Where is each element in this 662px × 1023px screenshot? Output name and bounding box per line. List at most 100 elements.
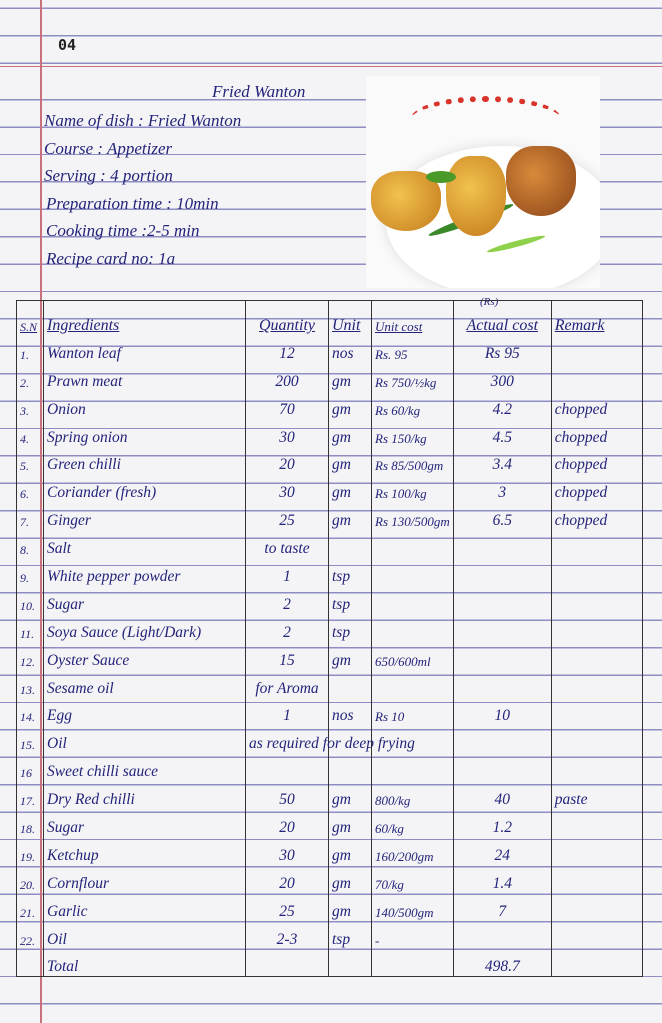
cell-sn: 13. xyxy=(16,669,44,698)
table-row: 21. Garlic 25 gm 140/500gm 7 xyxy=(16,892,643,921)
cell-unit-cost: Rs 10 xyxy=(371,697,454,726)
cell-ingredient: Prawn meat xyxy=(43,362,246,391)
cell-sn: 3. xyxy=(16,390,44,419)
cell-remark xyxy=(550,948,643,978)
cell-ingredient: Coriander (fresh) xyxy=(43,474,246,503)
cell-ingredient: Total xyxy=(43,948,246,978)
cell-quantity: 20 xyxy=(245,864,329,893)
cell-ingredient: Dry Red chilli xyxy=(43,781,246,810)
cell-remark xyxy=(550,920,643,949)
cell-actual-cost: 1.2 xyxy=(452,809,552,838)
cell-unit-cost xyxy=(371,558,454,587)
cell-remark: chopped xyxy=(550,502,643,531)
cell-ingredient: Sugar xyxy=(43,586,246,614)
total-row: Total 498.7 xyxy=(16,948,643,978)
cell-unit: gm xyxy=(328,418,372,447)
cell-unit: gm xyxy=(328,502,372,531)
cell-quantity: 50 xyxy=(245,781,329,810)
cell-sn: 4. xyxy=(16,418,44,447)
cell-quantity: 1 xyxy=(245,697,329,726)
header-unit: Unit xyxy=(328,300,372,335)
cell-unit xyxy=(328,669,372,698)
cell-quantity: 12 xyxy=(245,335,329,363)
cell-ingredient: Oyster Sauce xyxy=(43,641,246,670)
cell-actual-cost: 40 xyxy=(452,781,552,810)
sauce-drizzle xyxy=(411,96,561,142)
cell-unit-cost: Rs 85/500gm xyxy=(371,446,454,475)
table-row: 16 Sweet chilli sauce xyxy=(16,753,643,782)
cell-remark: chopped xyxy=(550,418,643,447)
page-number: 04 xyxy=(58,36,77,54)
cell-unit: gm xyxy=(328,864,372,893)
cell-unit: tsp xyxy=(328,613,372,642)
cell-actual-cost: 1.4 xyxy=(452,864,552,893)
table-row: 8. Salt to taste xyxy=(16,530,643,559)
cell-unit-cost xyxy=(371,669,454,698)
detail-prep-time: Preparation time : 10min xyxy=(46,194,219,213)
cell-remark: chopped xyxy=(550,446,643,475)
cell-unit-cost: Rs 130/500gm xyxy=(371,502,454,531)
cell-quantity: as required for deep frying xyxy=(245,725,415,754)
cell-unit-cost: Rs 60/kg xyxy=(371,390,454,419)
cell-sn: 9. xyxy=(16,558,44,587)
cell-ingredient: Wanton leaf xyxy=(43,335,246,363)
cell-unit xyxy=(328,530,372,559)
cell-quantity: 2 xyxy=(245,613,329,642)
cell-unit-cost: Rs 150/kg xyxy=(371,418,454,447)
cell-unit: gm xyxy=(328,390,372,419)
header-remark: Remark xyxy=(550,300,643,335)
header-actual-cost: Actual cost xyxy=(452,300,552,335)
table-row: 14. Egg 1 nos Rs 10 10 xyxy=(16,697,643,726)
cell-ingredient: Onion xyxy=(43,390,246,419)
cell-unit xyxy=(328,725,372,754)
table-row: 7. Ginger 25 gm Rs 130/500gm 6.5 chopped xyxy=(16,502,643,531)
header-ingredients: Ingredients xyxy=(43,300,246,335)
cell-sn: 5. xyxy=(16,446,44,475)
cell-sn: 1. xyxy=(16,335,44,363)
cell-unit: gm xyxy=(328,892,372,921)
recipe-title: Fried Wanton xyxy=(212,82,306,101)
cell-quantity xyxy=(245,753,329,782)
detail-name: Name of dish : Fried Wanton xyxy=(44,111,242,130)
cell-sn: 8. xyxy=(16,530,44,559)
cell-quantity: to taste xyxy=(245,530,329,559)
cell-unit: gm xyxy=(328,474,372,503)
header-quantity: Quantity xyxy=(245,300,329,335)
cell-quantity: 1 xyxy=(245,558,329,587)
cell-actual-cost: 10 xyxy=(452,697,552,726)
cell-quantity: 20 xyxy=(245,446,329,475)
cell-unit: tsp xyxy=(328,558,372,587)
cell-sn: 17. xyxy=(16,781,44,810)
cell-unit-cost: Rs. 95 xyxy=(371,335,454,363)
cell-quantity: 25 xyxy=(245,502,329,531)
cell-quantity: 15 xyxy=(245,641,329,670)
table-row: 4. Spring onion 30 gm Rs 150/kg 4.5 chopped xyxy=(16,418,643,447)
cell-remark: paste xyxy=(550,781,643,810)
cell-unit-cost: Rs 750/½kg xyxy=(371,362,454,391)
cell-remark xyxy=(550,530,643,559)
cell-remark xyxy=(550,837,643,865)
table-row: 5. Green chilli 20 gm Rs 85/500gm 3.4 chopped xyxy=(16,446,643,475)
cell-unit-cost: 70/kg xyxy=(371,864,454,893)
cell-actual-cost xyxy=(452,613,552,642)
cell-quantity: 200 xyxy=(245,362,329,391)
garnish-leaf xyxy=(426,171,456,183)
cell-quantity: for Aroma xyxy=(245,669,329,698)
cell-actual-cost xyxy=(452,641,552,670)
cell-quantity xyxy=(245,948,329,978)
cell-actual-cost xyxy=(452,586,552,614)
cell-unit-cost xyxy=(371,586,454,614)
cell-actual-cost: 300 xyxy=(452,362,552,391)
cell-remark xyxy=(550,864,643,893)
cell-unit: nos xyxy=(328,697,372,726)
cell-unit-cost: - xyxy=(371,920,454,949)
cell-sn: 16 xyxy=(16,753,44,782)
cell-unit-cost: 160/200gm xyxy=(371,837,454,865)
cell-remark xyxy=(550,558,643,587)
cell-ingredient: Sesame oil xyxy=(43,669,246,698)
cell-unit: gm xyxy=(328,809,372,838)
cell-remark xyxy=(550,809,643,838)
table-row: 2. Prawn meat 200 gm Rs 750/½kg 300 xyxy=(16,362,643,391)
cell-remark xyxy=(550,669,643,698)
cell-sn: 21. xyxy=(16,892,44,921)
